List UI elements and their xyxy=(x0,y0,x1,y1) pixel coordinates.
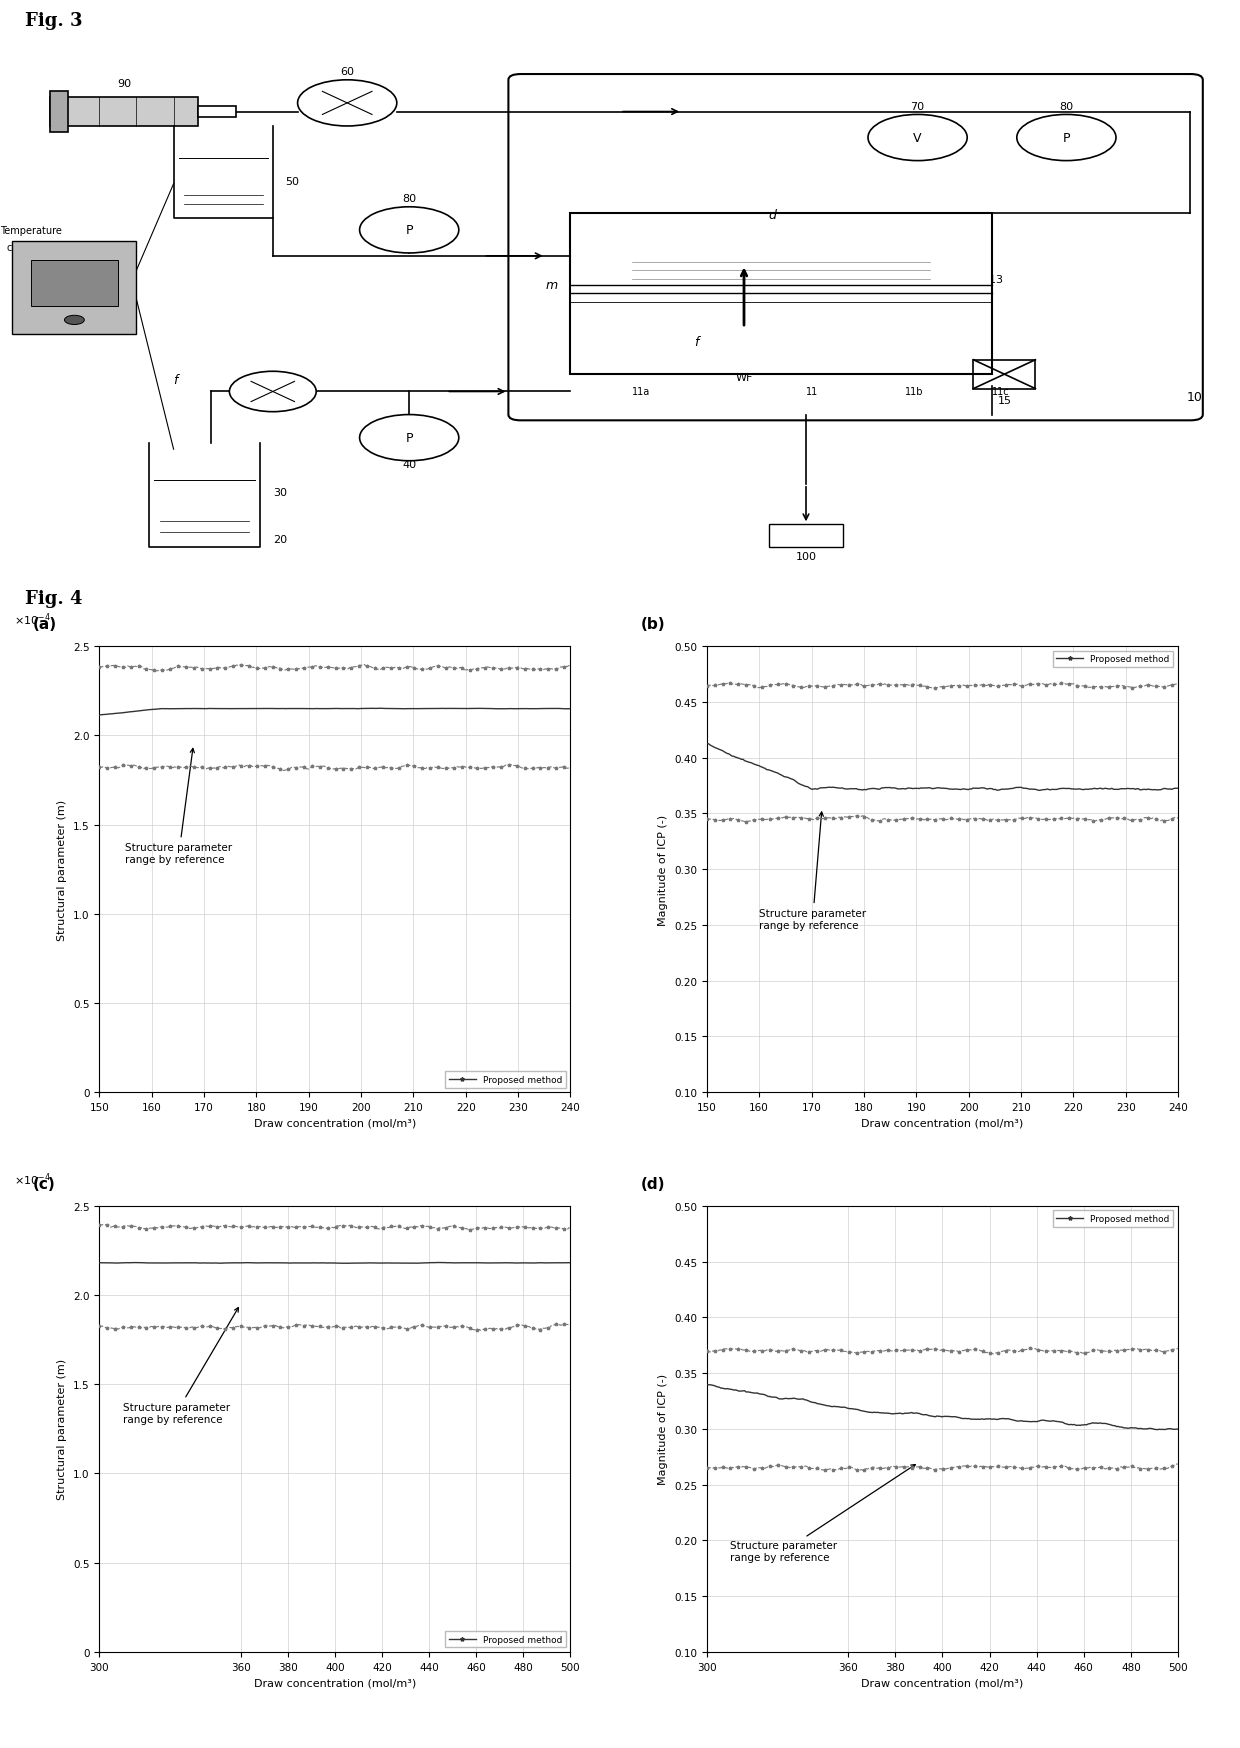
Text: 40: 40 xyxy=(402,460,417,468)
Text: Structure parameter
range by reference: Structure parameter range by reference xyxy=(123,1308,238,1425)
Text: $\times10^{-4}$: $\times10^{-4}$ xyxy=(15,612,51,628)
Text: f: f xyxy=(694,336,699,350)
Text: Structure parameter
range by reference: Structure parameter range by reference xyxy=(125,748,233,865)
Legend: Proposed method: Proposed method xyxy=(445,1072,565,1087)
FancyBboxPatch shape xyxy=(508,75,1203,421)
Y-axis label: Magnitude of ICP (-): Magnitude of ICP (-) xyxy=(658,815,668,925)
Text: 30: 30 xyxy=(273,488,286,498)
Text: $\times10^{-4}$: $\times10^{-4}$ xyxy=(15,1171,51,1187)
Text: -13: -13 xyxy=(986,274,1004,285)
Legend: Proposed method: Proposed method xyxy=(1053,1211,1173,1227)
Text: 50: 50 xyxy=(285,177,299,187)
Text: ~: ~ xyxy=(149,114,160,128)
Text: 70: 70 xyxy=(910,101,925,112)
Text: Fig. 4: Fig. 4 xyxy=(25,589,82,608)
Text: Structure parameter
range by reference: Structure parameter range by reference xyxy=(759,813,867,930)
Text: (b): (b) xyxy=(641,617,666,633)
Circle shape xyxy=(868,115,967,161)
Text: 10: 10 xyxy=(1187,392,1203,404)
Text: (d): (d) xyxy=(641,1176,666,1192)
Text: 11b: 11b xyxy=(905,386,924,397)
Text: P: P xyxy=(1063,131,1070,145)
Text: 11a: 11a xyxy=(632,386,651,397)
Bar xyxy=(50,93,68,133)
Text: 11: 11 xyxy=(806,386,818,397)
Y-axis label: Structural parameter (m): Structural parameter (m) xyxy=(57,799,67,940)
Y-axis label: Magnitude of ICP (-): Magnitude of ICP (-) xyxy=(658,1374,668,1484)
Text: m: m xyxy=(546,278,558,292)
Text: Fig. 3: Fig. 3 xyxy=(25,12,82,30)
Bar xyxy=(570,213,992,374)
Bar xyxy=(12,243,136,334)
Text: 11c: 11c xyxy=(992,386,1009,397)
Text: 80: 80 xyxy=(1059,101,1074,112)
Bar xyxy=(769,524,843,547)
Text: 20: 20 xyxy=(273,535,286,544)
Text: WF: WF xyxy=(735,372,753,383)
Text: controller: controller xyxy=(6,243,52,253)
X-axis label: Draw concentration (mol/m³): Draw concentration (mol/m³) xyxy=(862,1117,1023,1127)
Circle shape xyxy=(360,416,459,461)
Text: 80: 80 xyxy=(402,194,417,205)
Y-axis label: Structural parameter (m): Structural parameter (m) xyxy=(57,1358,67,1500)
X-axis label: Draw concentration (mol/m³): Draw concentration (mol/m³) xyxy=(862,1676,1023,1687)
Text: Structure parameter
range by reference: Structure parameter range by reference xyxy=(730,1465,915,1563)
Bar xyxy=(198,107,236,119)
Bar xyxy=(50,98,198,128)
Text: (c): (c) xyxy=(33,1176,56,1192)
Text: P: P xyxy=(405,432,413,446)
Text: (a): (a) xyxy=(33,617,57,633)
Circle shape xyxy=(64,316,84,325)
Text: 90: 90 xyxy=(117,79,131,89)
Bar xyxy=(973,360,1035,390)
Text: V: V xyxy=(914,131,921,145)
Text: 15: 15 xyxy=(997,395,1012,406)
Text: d: d xyxy=(769,210,776,222)
Text: d: d xyxy=(211,107,218,117)
Text: f: f xyxy=(174,374,179,386)
X-axis label: Draw concentration (mol/m³): Draw concentration (mol/m³) xyxy=(254,1676,415,1687)
Circle shape xyxy=(360,208,459,253)
Legend: Proposed method: Proposed method xyxy=(445,1631,565,1647)
Legend: Proposed method: Proposed method xyxy=(1053,652,1173,668)
Text: 60: 60 xyxy=(340,66,355,77)
Circle shape xyxy=(229,372,316,413)
Circle shape xyxy=(298,80,397,128)
Text: Temperature: Temperature xyxy=(0,225,62,236)
X-axis label: Draw concentration (mol/m³): Draw concentration (mol/m³) xyxy=(254,1117,415,1127)
Text: 100: 100 xyxy=(796,552,816,561)
Text: P: P xyxy=(405,224,413,238)
Bar xyxy=(31,260,118,308)
Circle shape xyxy=(1017,115,1116,161)
